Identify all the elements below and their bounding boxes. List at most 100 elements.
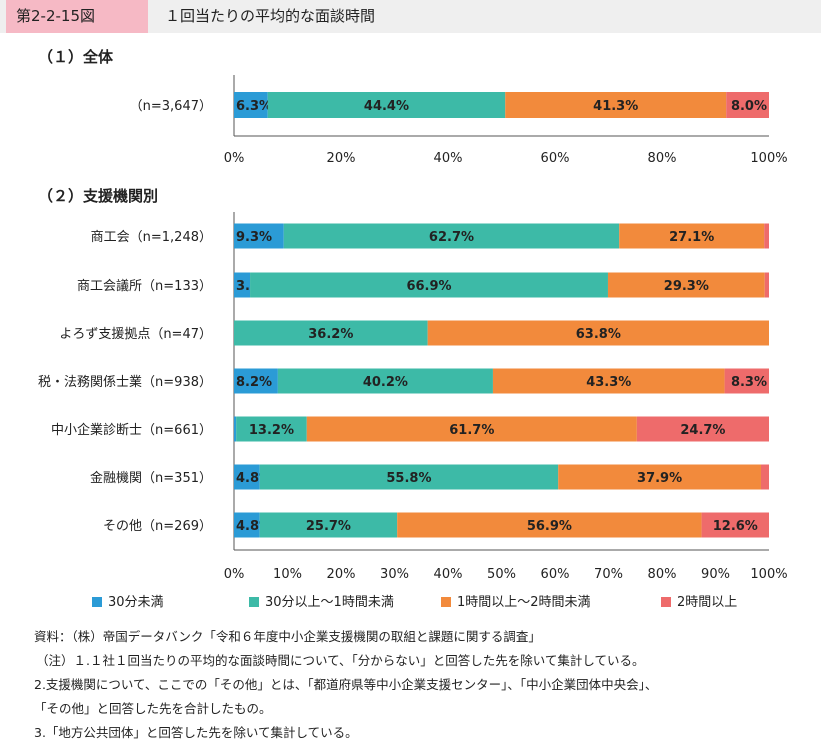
data-label: 61.7% <box>449 423 494 438</box>
section-title-overall: （１）全体 <box>38 48 114 66</box>
x-tick-label: 40% <box>434 567 463 582</box>
legend-label-1to2h: 1時間以上～2時間未満 <box>457 595 591 610</box>
x-tick-label: 90% <box>701 567 730 582</box>
bar-segment-h1to2 <box>492 368 725 394</box>
data-label: 25.7% <box>306 519 351 534</box>
bar-segment-m30to60 <box>236 416 307 442</box>
by-org-chart: 0% 10% 20% 30% 40% 50% 60% 70% 80% 90% 100% 商工会（n=1… <box>38 212 788 582</box>
note-2: 2.支援機関について、ここでの「その他」とは、「都道府県等中小企業支援センター」… <box>34 677 658 692</box>
x-tick-label: 20% <box>327 151 356 166</box>
category-label: 税・法務関係士業（n=938） <box>38 374 212 390</box>
bar-segment-m30to60 <box>277 368 493 394</box>
bar-segment-lt30 <box>234 416 237 442</box>
bar-segment-m30to60 <box>259 464 559 490</box>
bar-segment-lt30 <box>234 272 251 298</box>
x-tick-label: 60% <box>541 567 570 582</box>
x-tick-label: 80% <box>648 567 677 582</box>
legend-item-1to2h: 1時間以上～2時間未満 <box>441 594 591 612</box>
bar-segment-lt30 <box>234 368 278 394</box>
x-tick-label: 80% <box>648 151 677 166</box>
data-label: 37.9% <box>637 471 682 486</box>
data-label: 8.3% <box>731 375 767 390</box>
data-label: 8.0% <box>731 99 767 114</box>
data-label: 12.6% <box>713 519 758 534</box>
category-label: 商工会（n=1,248） <box>91 230 212 245</box>
bar-segment-h2plus <box>701 512 769 538</box>
legend-label-lt30: 30分未満 <box>108 595 164 610</box>
data-label: 43.3% <box>586 375 631 390</box>
x-tick-label: 30% <box>380 567 409 582</box>
bar-segment-h2plus <box>764 272 769 298</box>
legend-label-2hplus: 2時間以上 <box>677 595 738 610</box>
category-label: 金融機関（n=351） <box>90 470 212 486</box>
bar-segment-h1to2 <box>505 92 727 118</box>
data-label: 40.2% <box>363 375 408 390</box>
x-tick-label: 10% <box>273 567 302 582</box>
bar-segment-m30to60 <box>234 320 428 346</box>
data-label: 55.8% <box>386 471 431 486</box>
data-label: 63.8% <box>576 327 621 342</box>
legend-swatch-30to60 <box>249 596 259 607</box>
category-label: よろず支援拠点（n=47） <box>59 327 212 342</box>
legend-label-30to60: 30分以上～1時間未満 <box>265 595 394 610</box>
bar-segment-h1to2 <box>619 223 765 249</box>
legend-item-lt30: 30分未満 <box>92 594 164 612</box>
x-tick-label: 100% <box>750 151 787 166</box>
data-label: 29.3% <box>664 279 709 294</box>
bar-segment-lt30 <box>234 92 268 118</box>
bar-segment-h2plus <box>724 368 769 394</box>
bar-segment-m30to60 <box>259 512 398 538</box>
figure-notes: 資料：（株）帝国データバンク「令和６年度中小企業支援機関の取組と課題に関する調査… <box>34 625 657 745</box>
bar-segment-h2plus <box>760 464 769 490</box>
x-tick-label: 70% <box>594 567 623 582</box>
overall-chart: 0% 20% 40% 60% 80% 100% （n=3,647） 6.3% 44.4% 41.3… <box>130 75 788 166</box>
bar-segment-h2plus <box>636 416 769 442</box>
figure-header: 第2-2-15図 １回当たりの平均的な面談時間 <box>0 0 821 33</box>
data-label: 9.3% <box>236 230 272 245</box>
legend-swatch-lt30 <box>92 596 102 607</box>
data-label: 27.1% <box>669 230 714 245</box>
figure-title: １回当たりの平均的な面談時間 <box>165 7 376 25</box>
data-label: 66.9% <box>406 279 451 294</box>
data-label: 44.4% <box>364 99 409 114</box>
bar-segment-m30to60 <box>283 223 620 249</box>
legend-swatch-1to2h <box>441 596 451 607</box>
x-tick-label: 40% <box>434 151 463 166</box>
category-label: 中小企業診断士（n=661） <box>51 422 212 438</box>
figure-number-label: 第2-2-15図 <box>6 0 148 33</box>
bar-segment-lt30 <box>234 512 260 538</box>
x-tick-label: 0% <box>224 151 245 166</box>
legend-item-2hplus: 2時間以上 <box>661 594 737 612</box>
bar-segment-lt30 <box>234 464 260 490</box>
data-label: 62.7% <box>429 230 474 245</box>
bar-segment-lt30 <box>234 223 284 249</box>
category-label: その他（n=269） <box>103 519 212 534</box>
note-source: 資料：（株）帝国データバンク「令和６年度中小企業支援機関の取組と課題に関する調査… <box>34 629 541 644</box>
data-label: 56.9% <box>527 519 572 534</box>
bar-segment-m30to60 <box>267 92 506 118</box>
x-tick-label: 50% <box>487 567 516 582</box>
category-label: （n=3,647） <box>130 99 212 114</box>
note-2-cont: 「その他」と回答した先を合計したもの。 <box>34 701 272 716</box>
bar-segment-h1to2 <box>397 512 702 538</box>
bar-segment-h1to2 <box>427 320 769 346</box>
legend-swatch-2hplus <box>661 596 671 607</box>
x-tick-label: 20% <box>327 567 356 582</box>
section-title-by-org: （２）支援機関別 <box>38 187 159 205</box>
bar-segment-m30to60 <box>250 272 608 298</box>
bar-segment-h1to2 <box>306 416 637 442</box>
data-label: 13.2% <box>249 423 294 438</box>
note-3: 3.「地方公共団体」と回答した先を除いて集計している。 <box>34 725 358 740</box>
data-label: 6.3% <box>236 99 272 114</box>
chart-legend: 30分未満 30分以上～1時間未満 1時間以上～2時間未満 2時間以上 <box>92 594 812 612</box>
data-label: 36.2% <box>308 327 353 342</box>
bar-segment-h2plus <box>764 223 769 249</box>
x-tick-label: 100% <box>750 567 787 582</box>
bar-segment-h2plus <box>726 92 769 118</box>
bar-segment-h1to2 <box>558 464 761 490</box>
data-label: 41.3% <box>593 99 638 114</box>
data-label: 24.7% <box>680 423 725 438</box>
data-label: 8.2% <box>236 375 272 390</box>
legend-item-30to60: 30分以上～1時間未満 <box>249 594 394 612</box>
bar-segment-h1to2 <box>607 272 765 298</box>
